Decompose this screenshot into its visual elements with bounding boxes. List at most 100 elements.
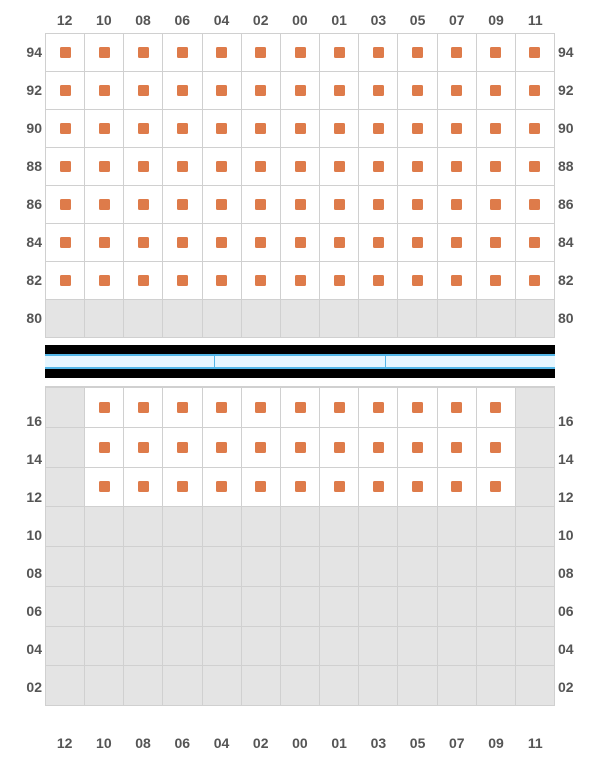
cell-filled[interactable] [281,262,320,300]
cell-empty[interactable] [163,300,202,338]
cell-filled[interactable] [398,427,437,467]
cell-empty[interactable] [438,546,477,586]
cell-empty[interactable] [359,546,398,586]
cell-filled[interactable] [359,467,398,507]
cell-filled[interactable] [359,72,398,110]
cell-empty[interactable] [163,586,202,626]
cell-filled[interactable] [203,467,242,507]
cell-empty[interactable] [281,300,320,338]
cell-empty[interactable] [398,626,437,666]
cell-filled[interactable] [359,110,398,148]
cell-filled[interactable] [124,110,163,148]
cell-filled[interactable] [242,387,281,427]
cell-filled[interactable] [477,387,516,427]
cell-filled[interactable] [398,467,437,507]
cell-filled[interactable] [85,262,124,300]
cell-filled[interactable] [477,427,516,467]
cell-filled[interactable] [85,148,124,186]
cell-empty[interactable] [124,665,163,705]
cell-filled[interactable] [203,427,242,467]
cell-empty[interactable] [163,506,202,546]
cell-empty[interactable] [281,626,320,666]
cell-filled[interactable] [281,427,320,467]
cell-filled[interactable] [320,110,359,148]
cell-filled[interactable] [163,262,202,300]
cell-filled[interactable] [477,467,516,507]
cell-empty[interactable] [124,626,163,666]
cell-filled[interactable] [203,186,242,224]
cell-empty[interactable] [85,665,124,705]
cell-empty[interactable] [242,300,281,338]
cell-empty[interactable] [281,665,320,705]
cell-filled[interactable] [203,148,242,186]
cell-filled[interactable] [203,262,242,300]
cell-filled[interactable] [203,34,242,72]
cell-filled[interactable] [438,467,477,507]
cell-filled[interactable] [477,34,516,72]
cell-empty[interactable] [203,506,242,546]
cell-filled[interactable] [438,186,477,224]
cell-filled[interactable] [124,72,163,110]
cell-filled[interactable] [203,387,242,427]
cell-empty[interactable] [398,300,437,338]
cell-filled[interactable] [320,467,359,507]
cell-empty[interactable] [359,586,398,626]
cell-filled[interactable] [438,110,477,148]
cell-empty[interactable] [398,546,437,586]
cell-filled[interactable] [124,262,163,300]
cell-filled[interactable] [281,186,320,224]
cell-empty[interactable] [46,626,85,666]
cell-filled[interactable] [85,186,124,224]
cell-filled[interactable] [320,262,359,300]
cell-filled[interactable] [438,387,477,427]
cell-filled[interactable] [46,110,85,148]
cell-empty[interactable] [477,300,516,338]
cell-empty[interactable] [320,546,359,586]
cell-filled[interactable] [46,186,85,224]
cell-filled[interactable] [163,148,202,186]
cell-empty[interactable] [46,665,85,705]
cell-filled[interactable] [281,72,320,110]
cell-empty[interactable] [46,506,85,546]
cell-filled[interactable] [320,427,359,467]
cell-empty[interactable] [124,546,163,586]
cell-empty[interactable] [516,506,554,546]
cell-filled[interactable] [124,387,163,427]
cell-filled[interactable] [477,262,516,300]
cell-filled[interactable] [516,110,554,148]
cell-filled[interactable] [359,387,398,427]
cell-filled[interactable] [203,224,242,262]
cell-filled[interactable] [438,72,477,110]
cell-empty[interactable] [477,586,516,626]
cell-empty[interactable] [516,427,554,467]
cell-empty[interactable] [85,586,124,626]
cell-filled[interactable] [398,186,437,224]
cell-empty[interactable] [85,546,124,586]
cell-empty[interactable] [203,586,242,626]
cell-empty[interactable] [320,506,359,546]
cell-empty[interactable] [359,506,398,546]
cell-filled[interactable] [516,72,554,110]
cell-filled[interactable] [46,34,85,72]
cell-filled[interactable] [163,186,202,224]
cell-filled[interactable] [46,72,85,110]
cell-filled[interactable] [516,148,554,186]
cell-filled[interactable] [242,186,281,224]
cell-filled[interactable] [398,110,437,148]
cell-filled[interactable] [477,224,516,262]
cell-empty[interactable] [438,300,477,338]
cell-filled[interactable] [46,224,85,262]
cell-filled[interactable] [281,148,320,186]
cell-empty[interactable] [477,506,516,546]
cell-empty[interactable] [320,586,359,626]
cell-empty[interactable] [438,586,477,626]
cell-empty[interactable] [281,586,320,626]
cell-empty[interactable] [359,626,398,666]
cell-filled[interactable] [163,224,202,262]
cell-empty[interactable] [281,546,320,586]
cell-filled[interactable] [359,224,398,262]
cell-filled[interactable] [85,467,124,507]
cell-filled[interactable] [203,110,242,148]
cell-empty[interactable] [398,506,437,546]
cell-filled[interactable] [163,387,202,427]
